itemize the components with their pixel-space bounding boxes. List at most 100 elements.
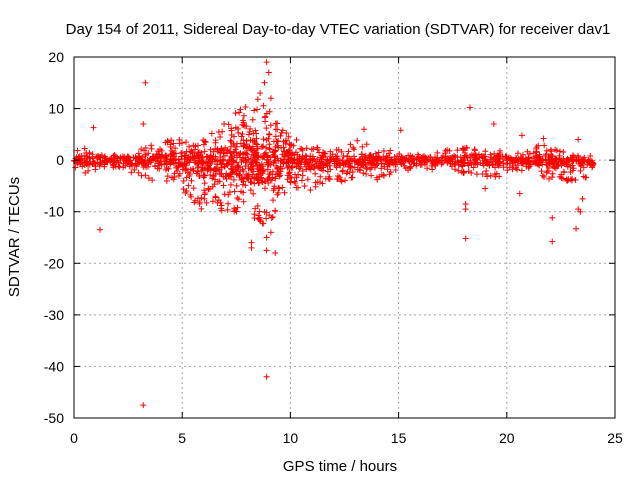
data-point <box>110 164 117 171</box>
data-point <box>263 125 270 132</box>
data-point <box>181 160 188 167</box>
data-point <box>385 150 392 157</box>
data-point <box>573 225 580 232</box>
data-point <box>338 148 345 155</box>
data-point <box>551 164 558 171</box>
data-point <box>243 123 250 130</box>
data-point <box>574 152 581 159</box>
data-point <box>239 181 246 188</box>
data-point <box>533 144 540 151</box>
data-point <box>407 165 414 172</box>
data-point <box>101 154 108 161</box>
data-point <box>176 136 183 143</box>
data-point <box>351 164 358 171</box>
data-point <box>234 194 241 201</box>
data-point <box>247 178 254 185</box>
data-point <box>277 157 284 164</box>
data-point <box>354 158 361 165</box>
data-point <box>114 155 121 162</box>
data-point <box>541 142 548 149</box>
data-point <box>263 59 270 66</box>
data-point <box>543 147 550 154</box>
data-point <box>274 120 281 127</box>
data-point <box>549 214 556 221</box>
data-point <box>358 151 365 158</box>
data-point <box>372 150 379 157</box>
data-point <box>460 146 467 153</box>
data-point <box>185 182 192 189</box>
data-point <box>424 165 431 172</box>
data-point <box>74 147 81 154</box>
data-point <box>548 148 555 155</box>
data-point <box>195 150 202 157</box>
data-point <box>493 170 500 177</box>
data-point <box>420 152 427 159</box>
data-point <box>188 193 195 200</box>
data-point <box>434 149 441 156</box>
data-point <box>288 164 295 171</box>
data-point <box>215 178 222 185</box>
data-point <box>540 135 547 142</box>
data-point <box>299 153 306 160</box>
data-point <box>368 172 375 179</box>
data-point <box>536 158 543 165</box>
data-point <box>339 167 346 174</box>
data-point <box>488 154 495 161</box>
data-point <box>367 152 374 159</box>
data-point <box>260 167 267 174</box>
data-point <box>369 156 376 163</box>
data-point <box>212 137 219 144</box>
data-point <box>504 160 511 167</box>
data-point <box>297 164 304 171</box>
data-point <box>580 156 587 163</box>
data-point <box>317 173 324 180</box>
data-point <box>233 154 240 161</box>
data-point <box>190 142 197 149</box>
data-point <box>577 208 584 215</box>
data-point <box>347 141 354 148</box>
data-point <box>243 137 250 144</box>
data-point <box>587 152 594 159</box>
data-point <box>386 171 393 178</box>
data-point <box>338 178 345 185</box>
y-tick-labels: -50 -40 -30 -20 -10 0 10 20 <box>44 49 64 426</box>
data-point <box>374 161 381 168</box>
data-point <box>272 207 279 214</box>
data-point <box>203 199 210 206</box>
data-point <box>516 190 523 197</box>
data-point <box>438 161 445 168</box>
data-point <box>339 168 346 175</box>
data-point <box>255 172 262 179</box>
data-point <box>325 175 332 182</box>
data-point <box>507 154 514 161</box>
data-point <box>278 144 285 151</box>
data-point <box>309 161 316 168</box>
data-point <box>392 161 399 168</box>
data-point <box>541 173 548 180</box>
data-point <box>167 161 174 168</box>
data-point <box>190 167 197 174</box>
data-point <box>496 147 503 154</box>
data-point <box>217 154 224 161</box>
x-tick-label: 25 <box>607 430 623 446</box>
data-point <box>491 150 498 157</box>
data-point <box>368 157 375 164</box>
data-point <box>198 205 205 212</box>
data-point <box>178 153 185 160</box>
data-point <box>254 202 261 209</box>
data-point <box>318 158 325 165</box>
data-point <box>515 162 522 169</box>
data-point <box>201 189 208 196</box>
data-point <box>462 200 469 207</box>
data-point <box>184 157 191 164</box>
data-point <box>188 148 195 155</box>
y-tick-label: -40 <box>44 358 64 374</box>
data-point <box>552 155 559 162</box>
data-point <box>569 177 576 184</box>
data-point <box>242 104 249 111</box>
data-point <box>575 136 582 143</box>
y-tick-label: 10 <box>48 101 64 117</box>
data-point <box>465 160 472 167</box>
data-point <box>153 151 160 158</box>
